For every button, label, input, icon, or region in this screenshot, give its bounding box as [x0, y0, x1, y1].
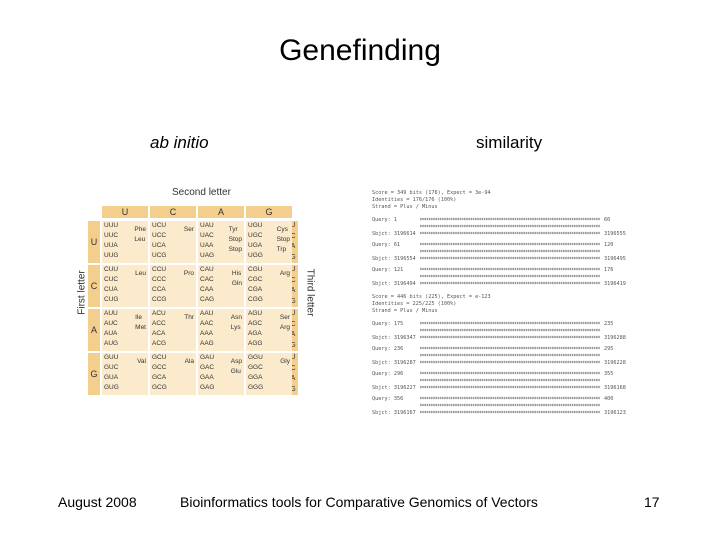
amino-acid-label: Asn Lys — [230, 314, 242, 331]
blast-header-line: Score = 446 bits (225), Expect = e-123 — [372, 294, 491, 300]
blast-header-line: Strand = Plus / Minus — [372, 204, 438, 210]
blast-header-line: Score = 349 bits (176), Expect = 3e-94 — [372, 190, 491, 196]
blast-header-line: Strand = Plus / Minus — [372, 308, 438, 314]
blast-subject-label: Sbjct: 3196614 — [372, 231, 416, 237]
blast-subject-label: Sbjct: 3196494 — [372, 281, 416, 287]
first-letter-G: G — [88, 353, 100, 395]
amino-acid-label: Cys Stop Trp — [276, 226, 290, 253]
codon-cell: UCU UCC UCA UCG Ser — [150, 221, 196, 263]
codon-cell: CGU CGC CGA CGG Arg — [246, 265, 292, 307]
blast-alignment-svg: Score = 349 bits (176), Expect = 3e-94Id… — [372, 190, 626, 416]
blast-query-label: Query: 356 — [372, 396, 403, 402]
codon-table-figure: Second letter First letter Third letter … — [66, 187, 315, 405]
blast-query-end: 400 — [604, 396, 613, 402]
codon-cell: UAU UAC UAA UAG Tyr Stop Stop — [198, 221, 244, 263]
codon-cell: ACU ACC ACA ACG Thr — [150, 309, 196, 351]
amino-acid-label: Pro — [183, 270, 194, 277]
blast-header-line: Identities = 225/225 (100%) — [372, 301, 456, 307]
first-letter-label: First letter — [76, 270, 88, 315]
blast-subject-label: Sbjct: 3196554 — [372, 256, 416, 262]
blast-query-label: Query: 1 — [372, 217, 397, 223]
blast-subject-end: 3196419 — [604, 281, 626, 287]
blast-subject-end: 3196123 — [604, 410, 626, 416]
second-letter-G: G — [246, 206, 292, 218]
third-letter-label: Third letter — [304, 268, 316, 317]
amino-acid-label: Phe Leu — [134, 226, 146, 243]
amino-acid-label: Ser — [183, 226, 194, 233]
codon-cell: AGU AGC AGA AGG Ser Arg — [246, 309, 292, 351]
second-letter-title: Second letter — [172, 187, 231, 198]
blast-subject-label: Sbjct: 3196167 — [372, 410, 416, 416]
first-letter-C: C — [88, 265, 100, 307]
blast-query-end: 60 — [604, 217, 610, 223]
codon-cell: GAU GAC GAA GAG Asp Glu — [198, 353, 244, 395]
amino-acid-label: Thr — [184, 314, 194, 321]
ab-initio-heading: ab initio — [150, 133, 209, 152]
footer-date: August 2008 — [58, 494, 137, 510]
codon-cell: CAU CAC CAA CAG His Gln — [198, 265, 244, 307]
page-number: 17 — [644, 494, 660, 510]
blast-subject-end: 3196495 — [604, 256, 626, 262]
codon-cell: AAU AAC AAA AAG Asn Lys — [198, 309, 244, 351]
blast-subject-end: 3196288 — [604, 335, 626, 341]
amino-acid-label: Gly — [280, 358, 290, 365]
first-letter-U: U — [88, 221, 100, 263]
first-letter-A: A — [88, 309, 100, 351]
second-letter-C: C — [150, 206, 196, 218]
slide-title: Genefinding — [279, 34, 441, 67]
blast-subject-label: Sbjct: 3196227 — [372, 385, 416, 391]
second-letter-U: U — [102, 206, 148, 218]
blast-query-label: Query: 61 — [372, 242, 400, 248]
blast-query-label: Query: 175 — [372, 321, 403, 327]
blast-subject-label: Sbjct: 3196287 — [372, 360, 416, 366]
blast-alignment-figure: Score = 349 bits (176), Expect = 3e-94 Id… — [368, 186, 644, 418]
amino-acid-label: His Gln — [231, 270, 242, 287]
blast-header-line: Identities = 176/176 (100%) — [372, 197, 456, 203]
blast-query-label: Query: 296 — [372, 371, 403, 377]
blast-subject-label: Sbjct: 3196347 — [372, 335, 416, 341]
blast-query-end: 120 — [604, 242, 613, 248]
codon-cell: UUU UUC UUA UUG Phe Leu — [102, 221, 148, 263]
blast-query-label: Query: 121 — [372, 267, 403, 273]
amino-acid-label: Val — [137, 358, 146, 365]
amino-acid-label: Leu — [135, 270, 146, 277]
codon-cell: CCU CCC CCA CCG Pro — [150, 265, 196, 307]
blast-subject-end: 3196555 — [604, 231, 626, 237]
amino-acid-label: Ser Arg — [279, 314, 290, 331]
amino-acid-label: Arg — [279, 270, 290, 277]
codon-cell: AUU AUC AUA AUG Ile Met — [102, 309, 148, 351]
blast-subject-end: 3196228 — [604, 360, 626, 366]
similarity-heading: similarity — [476, 133, 543, 152]
amino-acid-label: Ala — [184, 358, 194, 365]
codon-cell: UGU UGC UGA UGG Cys Stop Trp — [246, 221, 292, 263]
amino-acid-label: Tyr Stop Stop — [228, 226, 242, 253]
blast-query-end: 176 — [604, 267, 613, 273]
codon-cell: GUU GUC GUA GUG Val — [102, 353, 148, 395]
codon-cell: GGU GGC GGA GGG Gly — [246, 353, 292, 395]
blast-query-end: 235 — [604, 321, 613, 327]
amino-acid-label: Ile Met — [135, 314, 146, 331]
footer-title: Bioinformatics tools for Comparative Gen… — [180, 494, 538, 510]
blast-query-end: 355 — [604, 371, 613, 377]
blast-query-end: 295 — [604, 346, 613, 352]
amino-acid-label: Asp Glu — [230, 358, 242, 375]
codon-cell: CUU CUC CUA CUG Leu — [102, 265, 148, 307]
codon-cell: GCU GCC GCA GCG Ala — [150, 353, 196, 395]
blast-query-label: Query: 236 — [372, 346, 403, 352]
second-letter-A: A — [198, 206, 244, 218]
blast-subject-end: 3196168 — [604, 385, 626, 391]
